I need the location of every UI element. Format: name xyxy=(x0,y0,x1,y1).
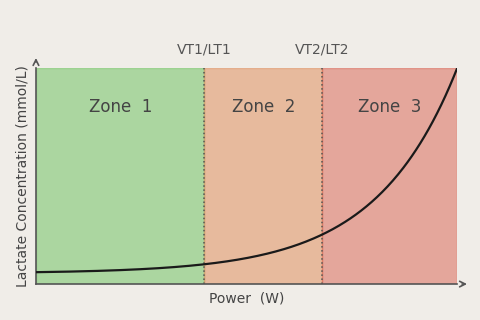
X-axis label: Power  (W): Power (W) xyxy=(209,291,284,305)
Text: Zone  2: Zone 2 xyxy=(232,98,295,116)
Bar xyxy=(36,68,204,284)
Text: VT2/LT2: VT2/LT2 xyxy=(295,42,349,56)
Y-axis label: Lactate Concentration (mmol/L): Lactate Concentration (mmol/L) xyxy=(15,65,29,287)
Text: Zone  3: Zone 3 xyxy=(358,98,421,116)
Text: Zone  1: Zone 1 xyxy=(88,98,152,116)
Bar xyxy=(323,68,457,284)
Text: VT1/LT1: VT1/LT1 xyxy=(177,42,232,56)
Bar xyxy=(204,68,323,284)
